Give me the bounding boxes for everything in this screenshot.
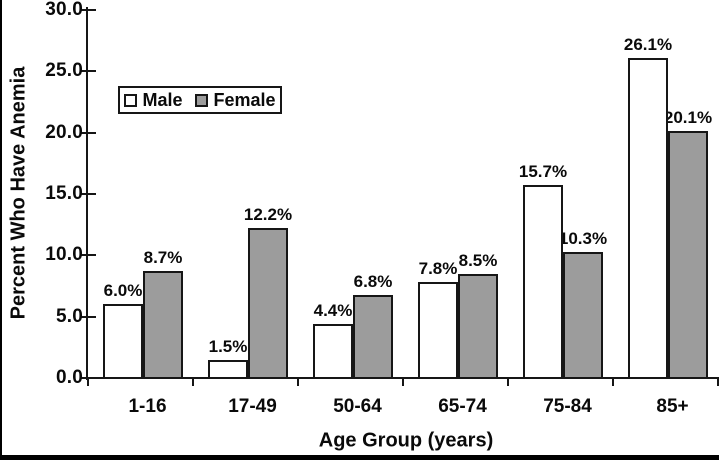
x-category-label: 1-16	[128, 396, 167, 417]
x-tick-mark	[612, 377, 614, 386]
bar-male-85+	[628, 57, 668, 379]
bar-male-75-84	[523, 185, 563, 379]
y-tick-mark	[80, 193, 96, 195]
y-tick-label: 15.0	[45, 183, 83, 204]
y-tick-mark	[80, 315, 96, 318]
bar-female-65-74	[458, 273, 498, 379]
x-category-label: 50-64	[333, 396, 382, 417]
legend-swatch-male	[124, 93, 138, 107]
bar-value-label: 8.7%	[143, 248, 183, 268]
y-tick-label: 0.0	[55, 367, 83, 388]
bar-value-label: 6.8%	[353, 271, 393, 291]
left-edge-scan-border	[0, 0, 2, 460]
x-tick-mark	[402, 377, 404, 386]
bar-female-85+	[668, 131, 708, 379]
bar-value-label: 10.3%	[558, 228, 608, 248]
bar-male-50-64	[313, 324, 353, 379]
bar-female-17-49	[248, 228, 288, 379]
bar-value-label: 26.1%	[623, 34, 673, 54]
legend-item-female: Female	[195, 90, 276, 110]
y-tick-mark	[80, 131, 96, 134]
legend-item-male: Male	[124, 91, 182, 109]
y-tick-mark	[80, 70, 96, 73]
y-tick-mark	[80, 9, 96, 11]
y-tick-label: 25.0	[45, 60, 83, 82]
bar-value-label: 1.5%	[208, 336, 248, 356]
bar-male-1-16	[103, 304, 143, 379]
legend-label-female: Female	[213, 90, 276, 110]
bar-male-65-74	[418, 282, 458, 379]
x-category-label: 85+	[656, 396, 689, 417]
bar-value-label: 12.2%	[243, 205, 293, 225]
x-tick-mark	[717, 377, 719, 386]
bar-value-label: 6.0%	[103, 281, 143, 301]
x-tick-mark	[87, 377, 89, 386]
bar-female-75-84	[563, 251, 603, 379]
x-tick-mark	[297, 377, 299, 386]
legend-swatch-female	[195, 93, 209, 107]
bar-value-label: 7.8%	[418, 259, 458, 279]
x-axis-title: Age Group (years)	[318, 429, 494, 452]
x-tick-mark	[192, 377, 194, 386]
bar-value-label: 15.7%	[518, 162, 568, 182]
y-tick-label: 20.0	[45, 121, 83, 143]
y-tick-mark	[80, 254, 96, 257]
legend-label-male: Male	[142, 90, 183, 110]
bottom-edge-scan-border	[0, 455, 719, 460]
bar-male-17-49	[208, 359, 248, 379]
legend: Male Female	[118, 86, 282, 114]
bar-female-1-16	[143, 271, 183, 379]
bar-value-label: 8.5%	[458, 250, 498, 270]
bar-value-label: 20.1%	[663, 108, 713, 128]
x-tick-mark	[507, 377, 509, 386]
x-category-label: 65-74	[438, 396, 487, 417]
y-tick-label: 30.0	[45, 0, 83, 20]
bar-female-50-64	[353, 294, 393, 379]
bar-value-label: 4.4%	[313, 301, 353, 321]
y-tick-label: 5.0	[55, 305, 83, 327]
x-category-label: 75-84	[543, 396, 592, 417]
y-tick-label: 10.0	[45, 244, 83, 266]
x-category-label: 17-49	[228, 396, 277, 417]
